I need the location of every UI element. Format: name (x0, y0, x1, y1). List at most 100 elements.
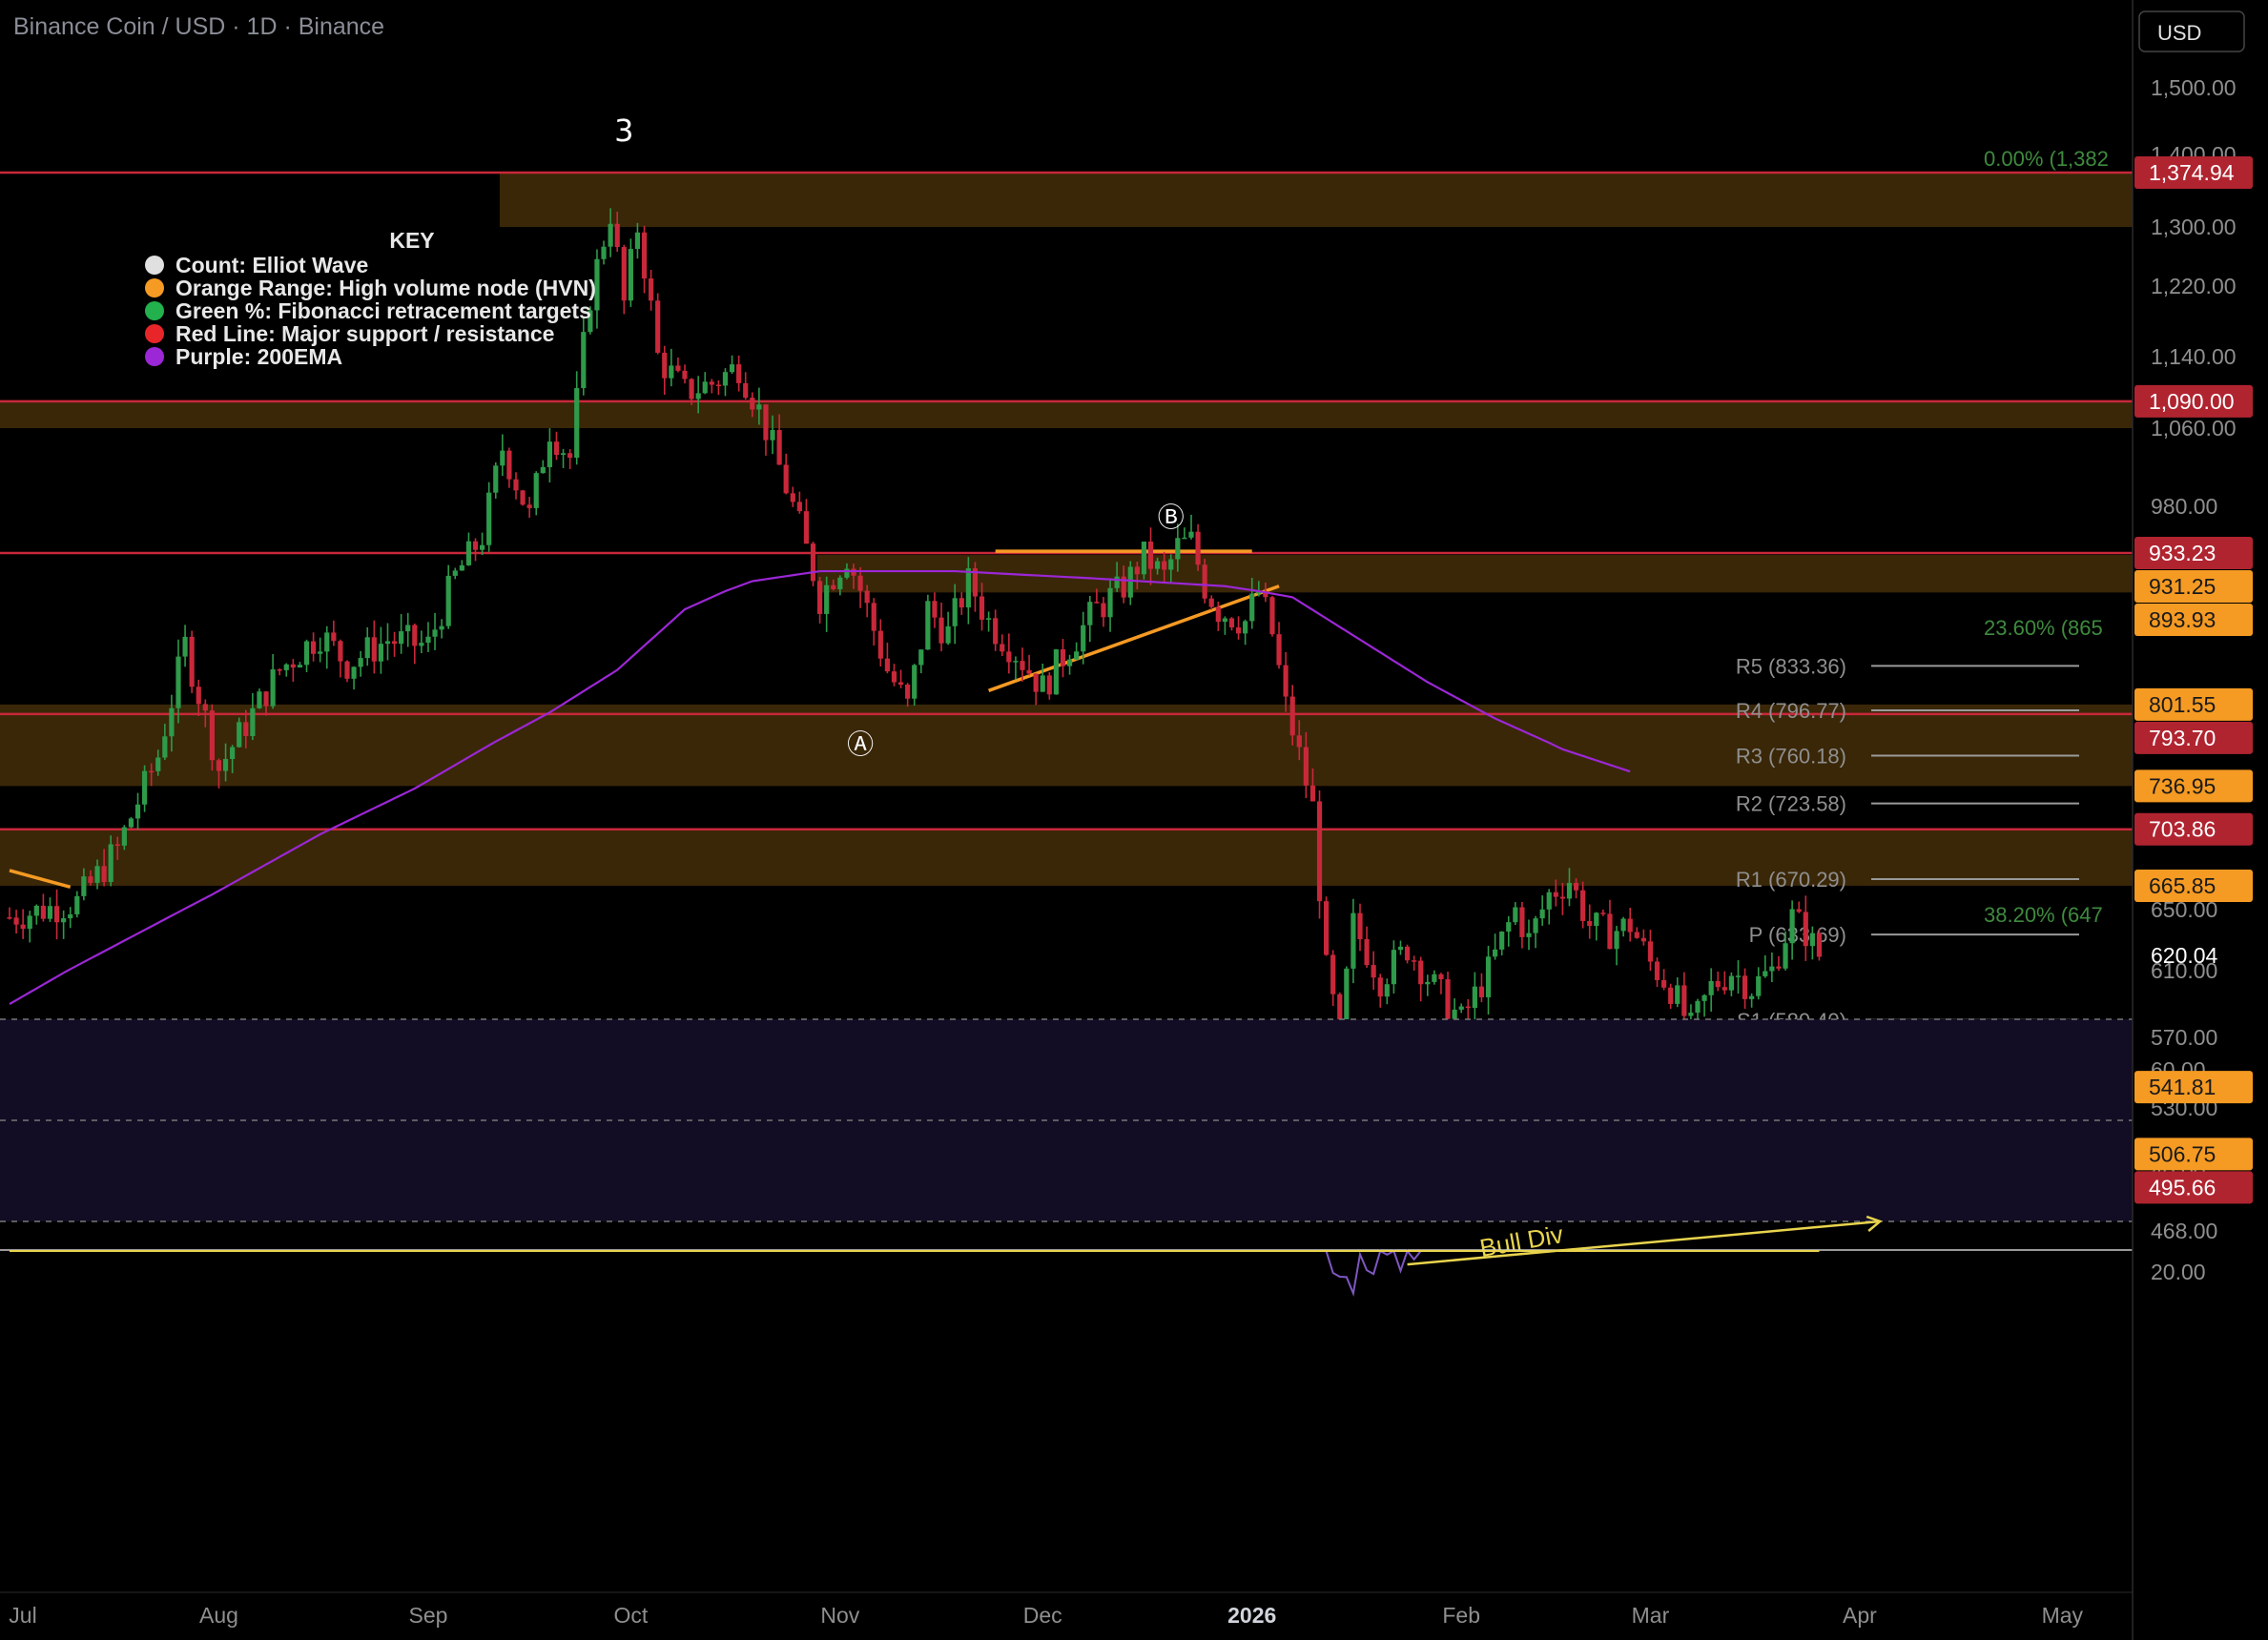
pivot-label: P (633.69) (1749, 923, 1846, 947)
candle-body (891, 671, 897, 683)
candle-body (1155, 561, 1161, 569)
candle-body (439, 625, 444, 630)
candle-body (952, 598, 958, 626)
candle-body (1519, 907, 1525, 937)
candle-body (979, 596, 985, 620)
candle-body (331, 632, 337, 642)
candle-body (1215, 606, 1221, 623)
candle-body (1681, 985, 1687, 1016)
candle-body (432, 629, 438, 637)
candle-body (743, 382, 749, 399)
candle-body (1256, 590, 1262, 594)
candle-body (128, 818, 134, 828)
candle-body (709, 381, 714, 385)
candle-body (1168, 559, 1174, 570)
legend-label: Red Line: Major support / resistance (175, 321, 555, 346)
candle-body (770, 430, 775, 441)
candle-body (412, 625, 418, 646)
candle-body (1668, 987, 1674, 1004)
candle-body (142, 770, 148, 805)
candle-body (1337, 994, 1343, 1024)
price-badge (2134, 687, 2253, 721)
price-badge (2134, 1138, 2253, 1171)
candle-body (1175, 538, 1181, 560)
price-badge-label: 1,374.94 (2149, 160, 2235, 185)
candle-body (250, 707, 256, 736)
candle-body (1553, 892, 1558, 897)
pivot-label: R1 (670.29) (1736, 868, 1846, 892)
candle-body (1580, 890, 1586, 921)
price-tick-label: 1,140.00 (2151, 344, 2237, 369)
candle-body (1539, 909, 1545, 919)
candle-body (1661, 979, 1667, 988)
candle-body (736, 364, 742, 383)
candle-body (634, 232, 641, 250)
candle-body (371, 637, 377, 662)
candle-body (222, 759, 229, 771)
candle-body (1776, 966, 1782, 969)
candle-body (1438, 974, 1444, 980)
price-badge (2134, 603, 2253, 636)
candle-body (1445, 979, 1451, 1019)
candle-body (1485, 956, 1492, 997)
candle-body (1783, 943, 1788, 969)
candle-body (1202, 564, 1207, 599)
candle-body (513, 479, 519, 491)
candle-body (1763, 971, 1768, 976)
time-label: Mar (1632, 1603, 1670, 1628)
legend-dot-icon (145, 278, 164, 297)
candle-body (1188, 531, 1194, 538)
currency-button[interactable] (2138, 10, 2245, 52)
price-tick-label: 1,220.00 (2151, 274, 2237, 298)
candle-body (844, 568, 850, 578)
price-badge (2134, 1171, 2253, 1204)
fib-label: 0.00% (1,382 (1984, 147, 2109, 171)
candle-body (831, 584, 836, 589)
candle-body (1296, 735, 1302, 748)
candle-body (817, 581, 823, 614)
candle-body (546, 441, 552, 467)
candle-body (53, 906, 60, 923)
arrow-icon (1866, 1215, 1883, 1232)
candle-body (1620, 918, 1626, 932)
candle-body (715, 384, 721, 386)
candle-body (1573, 882, 1579, 891)
price-badge-label: 793.70 (2149, 726, 2216, 750)
candle-body (689, 379, 694, 400)
candle-body (1249, 593, 1255, 622)
candle-body (871, 603, 876, 631)
candle-body (7, 917, 12, 919)
candle-body (47, 906, 53, 919)
candle-body (1127, 566, 1133, 598)
time-label: Sep (408, 1603, 447, 1628)
candle-body (1303, 747, 1309, 786)
candle-body (560, 453, 567, 455)
candle-body (993, 618, 999, 645)
candle-body (270, 669, 276, 707)
candle-body (419, 643, 424, 646)
candle-body (1364, 939, 1370, 966)
candle-body (1465, 1006, 1471, 1009)
price-badge (2134, 869, 2253, 902)
time-label: 2026 (1227, 1603, 1276, 1628)
candle-body (1235, 627, 1242, 634)
price-badge (2134, 1071, 2253, 1104)
candle-body (621, 247, 627, 301)
candle-body (938, 617, 944, 644)
candle-body (601, 246, 607, 259)
candle-body (1006, 651, 1012, 663)
legend-label: Count: Elliot Wave (175, 253, 369, 277)
candle-body (344, 661, 350, 679)
price-badge (2134, 156, 2253, 190)
candle-body (1121, 576, 1126, 598)
candle-body (1566, 882, 1573, 899)
candle-body (649, 278, 654, 301)
candle-body (1228, 618, 1235, 628)
candle-body (445, 575, 451, 626)
candle-body (290, 664, 296, 668)
time-label: Jul (9, 1603, 36, 1628)
currency-label: USD (2157, 21, 2201, 45)
time-axis: Jul Aug Sep Oct Nov Dec 2026 Feb Mar Apr May (0, 1591, 2133, 1628)
candle-body (675, 365, 681, 371)
